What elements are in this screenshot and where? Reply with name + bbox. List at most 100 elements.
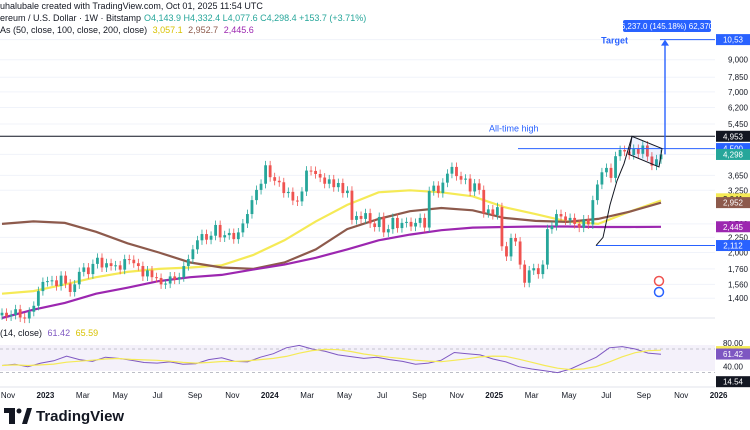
candle [568,217,572,221]
tradingview-brand: TradingView [36,407,125,425]
candle [414,222,417,227]
candle [373,223,377,228]
candle [232,232,236,240]
candle [523,264,527,283]
candle [418,217,422,223]
candle [146,270,149,277]
candle [591,200,595,225]
candle [468,178,472,192]
tradingview-logo[interactable]: TradingView [4,405,124,427]
candle [286,191,290,194]
x-tick-label: Nov [674,391,688,400]
candle [55,280,58,287]
candle [586,219,590,225]
candle [82,267,86,272]
y-tick-label: 3,250 [728,186,749,195]
candle [632,148,636,155]
candle [450,166,454,174]
rsi-tick-label: 14.54 [723,378,744,387]
candle [132,259,136,264]
candle [41,281,45,292]
candle [486,209,490,214]
candle [241,223,245,233]
ma-line-ma-100 [1,201,662,271]
measure-label: 6,237.0 (145.18%) 62,370 [621,22,714,31]
price-badge [716,34,750,46]
rsi-tick-label: 80.00 [723,339,744,348]
x-tick-label: May [113,391,128,400]
candle [423,217,427,228]
candle [291,191,295,201]
candle [50,280,54,282]
candle [100,257,104,268]
candle [355,215,358,220]
candle [305,170,308,192]
price-badge-label: 4,953 [723,132,744,141]
candle [277,180,281,183]
candle [368,213,372,224]
candle [459,176,463,180]
rsi-line [1,344,662,374]
price-badge [716,148,750,160]
ma-line-ma-50 [1,189,662,295]
candle [441,182,445,194]
candle [77,271,81,285]
x-tick-label: Mar [300,391,314,400]
y-tick-label: 1,400 [728,294,749,303]
candle [246,214,249,224]
candle [300,191,304,202]
candle [473,183,477,192]
target-label: Target [601,36,628,46]
header-line1: uhalubale created with TradingView.com, … [0,1,263,11]
candle [432,185,436,192]
candle [577,223,581,228]
candle [341,183,345,194]
candle [36,291,40,306]
candle [141,266,145,277]
x-tick-label: Jul [377,391,387,400]
candle [23,317,27,319]
x-tick-label: Sep [412,391,427,400]
price-badge [716,130,750,142]
price-badge-label: 10,53 [723,36,744,45]
candle [268,165,272,178]
candle [155,277,158,279]
candle [73,284,77,292]
candle [350,190,354,220]
candle [482,189,486,214]
candle [514,237,517,242]
candle [391,217,395,230]
y-tick-label: 2,000 [728,249,749,258]
candle [550,225,554,230]
candle [614,156,617,178]
candle [127,259,131,261]
y-tick-label: 6,200 [728,103,749,112]
price-badge [716,240,750,252]
candle [455,166,458,177]
x-tick-label: Nov [225,391,239,400]
candle [327,179,331,184]
candle [541,264,545,275]
candle [618,150,622,157]
candle [27,311,31,319]
candle [605,167,608,173]
candle [218,224,222,238]
candle [86,267,90,275]
candle [264,165,267,184]
all-time-high-label: All-time high [489,123,539,133]
candle [91,263,95,275]
x-tick-label: 2025 [485,391,503,400]
candle [595,184,599,201]
price-badge [716,197,750,209]
rsi-ma-line [1,348,662,371]
candle [186,259,190,267]
tradingview-logo-icon [4,408,32,424]
price-badge-label: 4,298 [723,150,744,159]
candle [623,150,627,152]
rsi-header: (14, close) 61.42 65.59 [0,328,99,338]
candle [641,145,645,154]
x-tick-label: May [337,391,352,400]
y-tick-label: 9,000 [728,56,749,65]
y-tick-label: 2,250 [728,233,749,242]
candle [214,224,218,236]
